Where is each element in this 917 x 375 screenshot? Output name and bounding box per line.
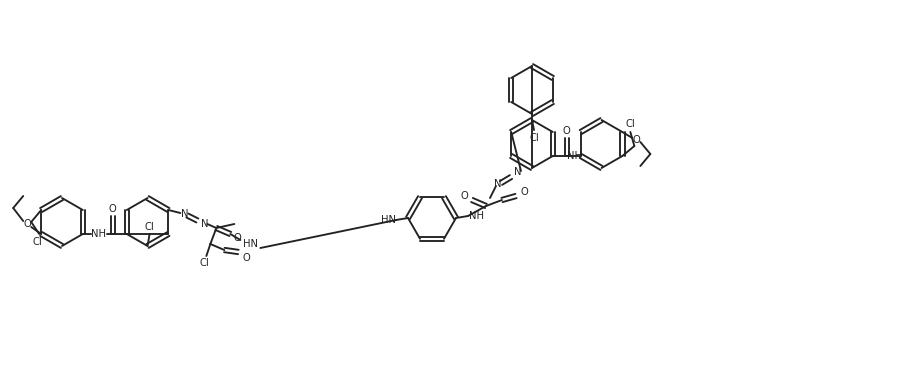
Text: O: O: [633, 135, 640, 145]
Text: O: O: [242, 253, 250, 263]
Text: O: O: [23, 219, 31, 229]
Text: Cl: Cl: [529, 133, 539, 143]
Text: N: N: [494, 179, 502, 189]
Text: NH: NH: [568, 151, 582, 161]
Text: N: N: [201, 219, 208, 229]
Text: O: O: [563, 126, 570, 136]
Text: HN: HN: [381, 215, 395, 225]
Text: Cl: Cl: [625, 119, 635, 129]
Text: N: N: [181, 209, 188, 219]
Text: O: O: [234, 233, 241, 243]
Text: O: O: [460, 191, 468, 201]
Text: Cl: Cl: [32, 237, 42, 247]
Text: Cl: Cl: [145, 222, 154, 232]
Text: HN: HN: [243, 239, 258, 249]
Text: NH: NH: [92, 229, 106, 239]
Text: NH: NH: [469, 211, 483, 221]
Text: O: O: [520, 187, 528, 197]
Text: N: N: [514, 167, 522, 177]
Text: O: O: [109, 204, 116, 214]
Text: Cl: Cl: [200, 258, 209, 268]
